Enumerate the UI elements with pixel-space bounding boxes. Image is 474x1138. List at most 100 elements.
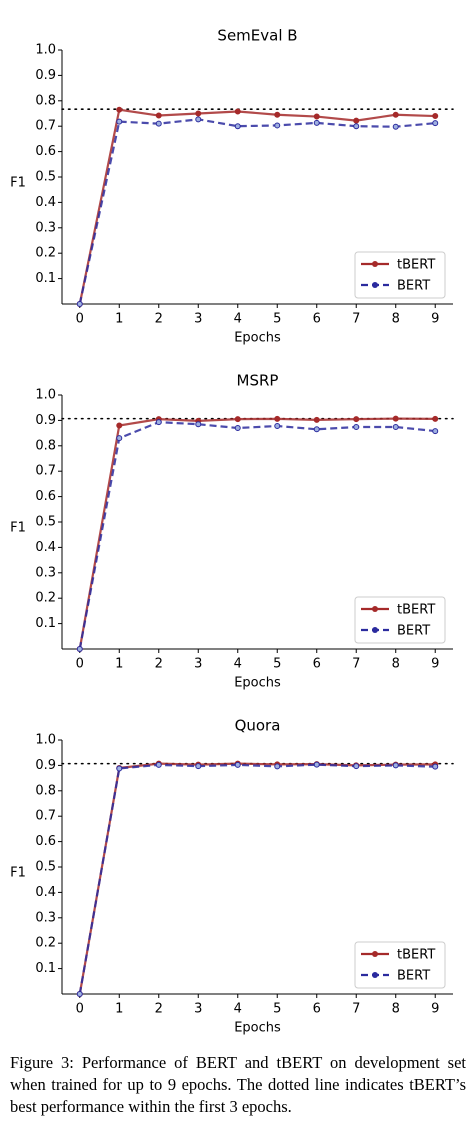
y-tick-label: 0.7 <box>35 464 56 479</box>
y-tick-label: 0.3 <box>35 220 56 235</box>
x-tick-label: 6 <box>313 312 321 327</box>
x-tick-label: 0 <box>76 312 84 327</box>
series-marker <box>353 416 360 423</box>
y-tick-label: 0.7 <box>35 119 56 134</box>
legend-marker <box>372 972 378 978</box>
series-marker <box>76 301 83 307</box>
chart-title: Quora <box>235 717 281 735</box>
x-tick-label: 3 <box>194 1002 202 1017</box>
series-marker <box>274 415 281 422</box>
y-tick-label: 0.1 <box>35 271 56 286</box>
series-marker <box>116 435 123 442</box>
legend-marker <box>372 282 378 288</box>
series-marker <box>234 416 241 423</box>
series-marker <box>234 123 241 130</box>
y-tick-label: 0.9 <box>35 758 56 773</box>
x-tick-label: 4 <box>234 657 242 672</box>
series-marker <box>313 416 320 423</box>
series-marker <box>432 428 439 435</box>
x-tick-label: 4 <box>234 312 242 327</box>
legend-label: tBERT <box>397 258 435 273</box>
x-tick-label: 8 <box>392 657 400 672</box>
y-tick-label: 1.0 <box>35 388 56 403</box>
y-axis-label: F1 <box>10 176 26 191</box>
y-tick-label: 0.9 <box>35 68 56 83</box>
series-marker <box>274 422 281 429</box>
y-axis-label: F1 <box>10 521 26 536</box>
legend-label: BERT <box>397 279 430 294</box>
x-tick-label: 5 <box>273 657 281 672</box>
series-marker <box>432 763 439 770</box>
series-line <box>78 108 436 305</box>
x-tick-label: 4 <box>234 1002 242 1017</box>
x-tick-label: 1 <box>115 657 123 672</box>
caption: Figure 3: Performance of BERT and tBERT … <box>10 1053 466 1116</box>
legend-label: BERT <box>397 624 430 639</box>
y-tick-label: 0.6 <box>35 144 56 159</box>
x-tick-label: 9 <box>431 657 439 672</box>
y-tick-label: 0.1 <box>35 616 56 631</box>
legend-label: tBERT <box>397 603 435 618</box>
chart-title: MSRP <box>237 372 279 390</box>
series-marker <box>155 112 162 119</box>
x-axis-label: Epochs <box>234 1021 281 1036</box>
y-tick-label: 0.8 <box>35 93 56 108</box>
x-tick-label: 8 <box>392 312 400 327</box>
chart-title: SemEval B <box>217 27 297 45</box>
series-marker <box>274 122 281 129</box>
y-tick-label: 0.2 <box>35 591 56 606</box>
x-tick-label: 3 <box>194 312 202 327</box>
y-tick-label: 0.9 <box>35 413 56 428</box>
legend-marker <box>372 951 378 957</box>
y-tick-label: 0.5 <box>35 515 56 530</box>
series-line <box>78 763 436 995</box>
x-tick-label: 5 <box>273 312 281 327</box>
y-tick-label: 0.2 <box>35 246 56 261</box>
x-tick-label: 6 <box>313 657 321 672</box>
y-tick-label: 0.8 <box>35 438 56 453</box>
y-tick-label: 0.6 <box>35 489 56 504</box>
series-marker <box>392 123 399 130</box>
x-tick-label: 9 <box>431 312 439 327</box>
y-tick-label: 0.4 <box>35 195 56 210</box>
series-marker <box>155 761 162 768</box>
legend-label: tBERT <box>397 948 435 963</box>
series-marker <box>195 421 202 428</box>
legend-marker <box>372 627 378 633</box>
series-marker <box>76 646 83 652</box>
x-tick-label: 2 <box>155 312 163 327</box>
series-marker <box>155 419 162 426</box>
x-tick-label: 6 <box>313 1002 321 1017</box>
y-tick-label: 0.2 <box>35 936 56 951</box>
series-marker <box>274 763 281 770</box>
series-marker <box>313 426 320 433</box>
x-axis-label: Epochs <box>234 676 281 691</box>
series-marker <box>234 761 241 768</box>
y-tick-label: 0.3 <box>35 910 56 925</box>
x-tick-label: 7 <box>352 1002 360 1017</box>
x-tick-label: 8 <box>392 1002 400 1017</box>
y-tick-label: 0.3 <box>35 565 56 580</box>
y-tick-label: 0.8 <box>35 783 56 798</box>
x-axis-label: Epochs <box>234 331 281 346</box>
series-marker <box>432 415 439 422</box>
series-marker <box>116 118 123 125</box>
series-marker <box>392 111 399 118</box>
series-marker <box>313 113 320 120</box>
series-marker <box>353 117 360 124</box>
figure: SemEval B 0.1 0.2 0.3 0.4 0.5 0.6 0.7 0.8 0.9 1.0 0… <box>10 27 454 1036</box>
y-tick-label: 0.1 <box>35 961 56 976</box>
x-tick-label: 2 <box>155 1002 163 1017</box>
series-marker <box>392 424 399 431</box>
series-marker <box>195 763 202 770</box>
y-tick-label: 0.7 <box>35 809 56 824</box>
x-tick-label: 9 <box>431 1002 439 1017</box>
y-tick-label: 1.0 <box>35 733 56 748</box>
series-line <box>78 118 436 305</box>
series-marker <box>76 991 83 997</box>
x-tick-label: 7 <box>352 657 360 672</box>
series-marker <box>234 108 241 115</box>
x-tick-label: 5 <box>273 1002 281 1017</box>
x-tick-label: 7 <box>352 312 360 327</box>
